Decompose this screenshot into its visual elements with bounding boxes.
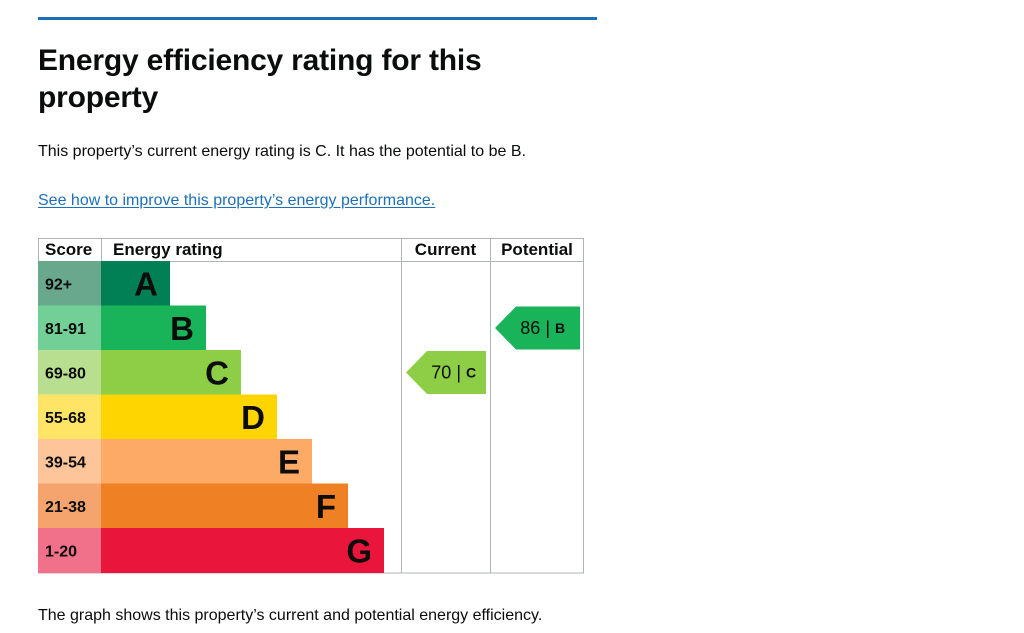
rating-bar-c — [101, 350, 241, 395]
score-label-c: 69-80 — [45, 365, 86, 382]
improve-performance-link[interactable]: See how to improve this property’s energ… — [38, 192, 436, 209]
current-rating-letter: C — [466, 365, 476, 381]
rating-bar-e — [101, 439, 312, 484]
score-cell-f — [38, 483, 101, 529]
score-cell-e — [38, 439, 101, 484]
rating-bar-f — [101, 483, 348, 529]
rating-letter-f: F — [316, 488, 336, 525]
current-rating-value: 70 | — [431, 363, 461, 383]
rating-bar-d — [101, 394, 277, 440]
score-label-d: 55-68 — [45, 410, 86, 427]
score-cell-c — [38, 350, 101, 395]
rating-bar-a — [101, 261, 170, 306]
rating-summary: This property’s current energy rating is… — [38, 143, 526, 160]
section-top-rule — [38, 17, 597, 20]
rating-letter-a: A — [134, 265, 158, 302]
score-label-e: 39-54 — [45, 454, 86, 471]
score-cell-d — [38, 394, 101, 440]
rating-letter-e: E — [278, 443, 300, 480]
score-label-a: 92+ — [45, 276, 72, 293]
potential-rating-arrow — [495, 306, 580, 350]
rating-letter-b: B — [170, 310, 194, 347]
page-title: Energy efficiency rating for this proper… — [38, 44, 482, 114]
potential-rating-value: 86 | — [520, 318, 550, 338]
score-label-g: 1-20 — [45, 543, 77, 560]
header-potential: Potential — [501, 240, 573, 259]
header-energy-rating: Energy rating — [113, 240, 223, 259]
score-cell-b — [38, 305, 101, 351]
rating-bar-g — [101, 528, 384, 573]
header-current: Current — [415, 240, 477, 259]
score-cell-a — [38, 261, 101, 306]
graph-caption: The graph shows this property’s current … — [38, 607, 543, 624]
rating-letter-d: D — [241, 399, 265, 436]
header-score: Score — [45, 240, 92, 259]
rating-letter-g: G — [346, 532, 372, 569]
score-label-f: 21-38 — [45, 499, 86, 516]
current-rating-arrow — [406, 351, 486, 394]
rating-bar-b — [101, 305, 206, 351]
rating-letter-c: C — [205, 354, 229, 391]
potential-rating-letter: B — [555, 320, 565, 336]
score-label-b: 81-91 — [45, 321, 86, 338]
score-cell-g — [38, 528, 101, 573]
